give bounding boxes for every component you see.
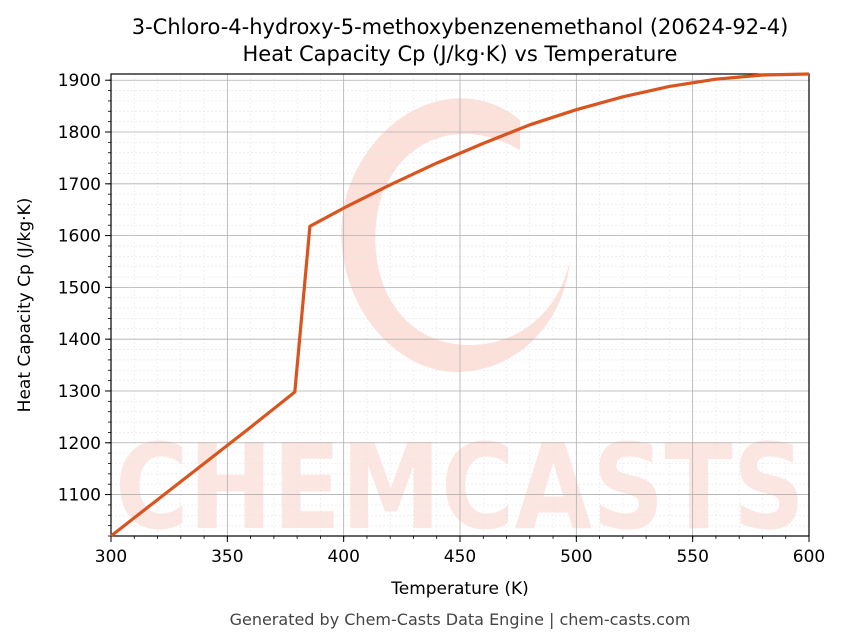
x-axis-label: Temperature (K): [390, 579, 529, 599]
y-tick-label: 1900: [58, 71, 101, 91]
y-tick-label: 1800: [58, 123, 101, 143]
watermark-swirl: [341, 98, 570, 373]
x-tick-label: 400: [327, 547, 359, 567]
y-tick-label: 1100: [58, 486, 101, 506]
x-axis-ticks: 300 350 400 450 500 550 600: [95, 536, 825, 567]
y-axis-label: Heat Capacity Cp (J/kg·K): [15, 198, 35, 413]
x-tick-label: 300: [95, 547, 127, 567]
y-tick-label: 1500: [58, 278, 101, 298]
x-tick-label: 600: [793, 547, 825, 567]
y-tick-label: 1400: [58, 330, 101, 350]
footer-text: Generated by Chem-Casts Data Engine | ch…: [230, 610, 691, 629]
chart-title: 3-Chloro-4-hydroxy-5-methoxybenzenemetha…: [132, 15, 789, 39]
x-tick-label: 550: [676, 547, 708, 567]
x-tick-label: 500: [560, 547, 592, 567]
y-tick-label: 1600: [58, 227, 101, 247]
x-tick-label: 450: [444, 547, 476, 567]
y-tick-label: 1300: [58, 382, 101, 402]
x-tick-label: 350: [211, 547, 243, 567]
major-grid: [110, 74, 810, 536]
series-line-heat-capacity: [110, 72, 810, 538]
y-tick-label: 1700: [58, 175, 101, 195]
chart-subtitle: Heat Capacity Cp (J/kg·K) vs Temperature: [243, 42, 678, 66]
y-tick-label: 1200: [58, 434, 101, 454]
y-axis-ticks: 1100 1200 1300 1400 1500 1600 1700 1800 1900: [58, 71, 111, 537]
